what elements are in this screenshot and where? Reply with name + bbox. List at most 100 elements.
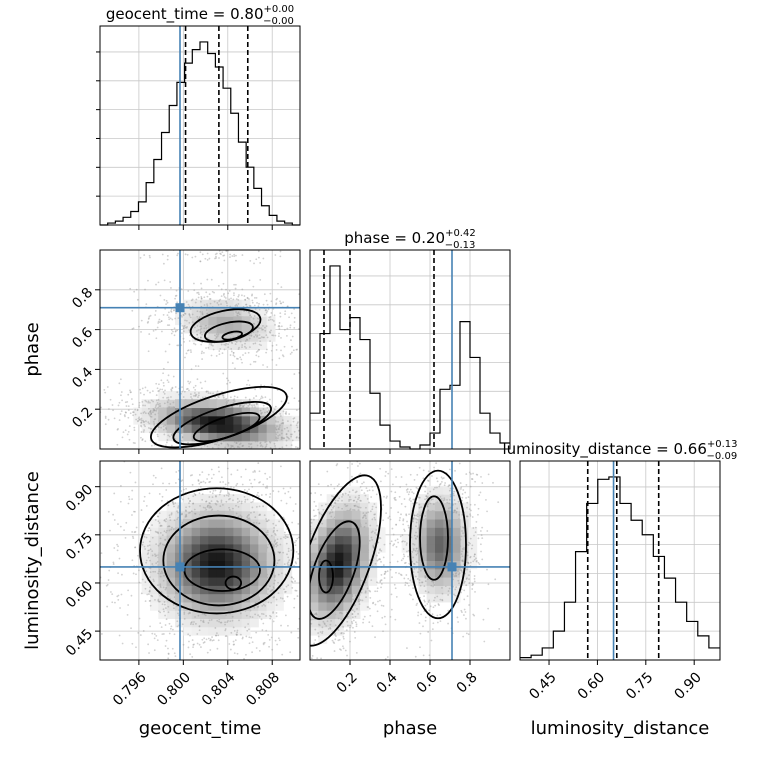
density-core-cell — [200, 601, 209, 611]
x-tick-label-luminosity-distance: 0.60 — [575, 669, 608, 702]
density-cell — [158, 519, 168, 528]
density-cell — [410, 527, 419, 537]
density-core-cell — [351, 510, 361, 520]
density-cell — [191, 618, 201, 628]
density-cell — [258, 502, 268, 512]
density-cell — [183, 626, 193, 636]
contour-line — [139, 487, 295, 615]
density-cell — [291, 424, 300, 433]
density-cell — [360, 502, 369, 512]
density-cell — [216, 390, 226, 400]
density-cell — [158, 585, 168, 595]
density-core-cell — [191, 577, 201, 586]
density-cell — [451, 510, 461, 520]
density-cell — [191, 316, 201, 326]
density-core-cell — [208, 308, 218, 317]
density-cell — [166, 432, 176, 442]
density-cell — [451, 568, 461, 578]
density-core-cell — [443, 577, 453, 586]
density-core-cell — [426, 527, 436, 537]
density-cell — [200, 626, 209, 636]
density-cell — [150, 527, 159, 537]
y-tick-label-luminosity-distance: 0.45 — [63, 626, 96, 659]
panel-geocent-time-vs-luminosity-distance-content — [100, 461, 300, 660]
density-core-cell — [326, 593, 336, 603]
density-cell — [133, 407, 143, 417]
density-cell — [183, 610, 193, 620]
title-lower: −0.00 — [263, 16, 294, 27]
density-cell — [250, 618, 259, 628]
density-core-cell — [250, 432, 259, 442]
density-cell — [225, 332, 234, 342]
density-cell — [360, 519, 369, 528]
density-cell — [258, 440, 268, 449]
density-core-cell — [343, 601, 353, 611]
density-core-cell — [451, 519, 461, 528]
truth-marker — [447, 562, 457, 572]
density-core-cell — [351, 527, 361, 537]
density-core-cell — [241, 527, 251, 537]
density-core-cell — [166, 552, 176, 561]
truth-marker — [175, 562, 185, 572]
density-core-cell — [233, 535, 243, 545]
density-cell — [183, 308, 193, 317]
density-cell — [141, 543, 151, 553]
contour-line — [310, 520, 361, 620]
density-core-cell — [343, 593, 353, 603]
density-core-cell — [241, 324, 251, 334]
density-cell — [208, 626, 218, 636]
density-cell — [258, 519, 268, 528]
density-core-cell — [326, 585, 336, 595]
density-cell — [150, 543, 159, 553]
density-cell — [250, 510, 259, 520]
density-cell — [158, 601, 168, 611]
title-upper: +0.42 — [445, 228, 476, 239]
density-cell — [451, 577, 461, 586]
density-cell — [241, 510, 251, 520]
density-core-cell — [200, 535, 209, 545]
density-core-cell — [216, 308, 226, 317]
density-core-cell — [310, 593, 319, 603]
density-core-cell — [191, 601, 201, 611]
density-cell — [241, 502, 251, 512]
density-cell — [443, 502, 453, 512]
density-cell — [266, 510, 276, 520]
density-cell — [468, 527, 478, 537]
density-cell — [368, 577, 378, 586]
density-core-cell — [326, 543, 336, 553]
density-cell — [183, 494, 193, 503]
density-core-cell — [225, 560, 234, 570]
density-core-cell — [208, 535, 218, 545]
density-cell — [216, 494, 226, 503]
density-cell — [208, 332, 218, 342]
density-core-cell — [233, 415, 243, 425]
density-cell — [291, 432, 300, 442]
density-core-cell — [216, 577, 226, 586]
density-core-cell — [216, 407, 226, 417]
density-core-cell — [208, 415, 218, 425]
density-core-cell — [241, 316, 251, 326]
density-cell — [250, 519, 259, 528]
density-cell — [326, 626, 336, 636]
density-core-cell — [318, 560, 328, 570]
density-cell — [468, 552, 478, 561]
density-cell — [216, 299, 226, 309]
density-core-cell — [166, 543, 176, 553]
density-core-cell — [326, 527, 336, 537]
density-core-cell — [318, 527, 328, 537]
title-upper: +0.13 — [707, 439, 738, 450]
hist-luminosity-distance-frame — [519, 460, 721, 661]
density-cell — [343, 502, 353, 512]
density-core-cell — [326, 552, 336, 561]
density-core-cell — [426, 568, 436, 578]
density-cell — [150, 415, 159, 425]
density-cell — [241, 618, 251, 628]
density-core-cell — [241, 407, 251, 417]
contour-line — [224, 575, 243, 591]
y-tick-label-phase: 0.6 — [69, 325, 96, 352]
density-core-cell — [166, 407, 176, 417]
density-cell — [460, 502, 469, 512]
density-cell — [275, 415, 284, 425]
density-cell — [141, 415, 151, 425]
density-core-cell — [343, 560, 353, 570]
